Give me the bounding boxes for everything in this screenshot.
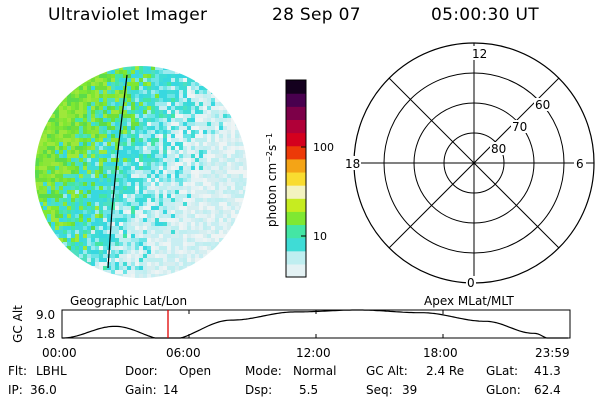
- colorbar-segment: [286, 250, 306, 265]
- timeline-label: 12:00: [296, 346, 331, 360]
- polar-label-18: 18: [345, 157, 360, 171]
- colorbar-tick-label-10: 10: [313, 230, 327, 243]
- polar-label-18-bg: [343, 156, 361, 170]
- polar-label-12: 12: [472, 47, 487, 61]
- right-coordinate-label: Apex MLat/MLT: [424, 294, 514, 308]
- info-gc-alt: GC Alt: 2.4 Re: [366, 364, 465, 378]
- info-glat: GLat: 41.3: [486, 364, 561, 378]
- polar-label-60: 60: [535, 98, 550, 112]
- colorbar-segment: [286, 145, 306, 160]
- polar-label-0: 0: [467, 276, 475, 290]
- colorbar-segment: [286, 80, 306, 94]
- timeline-labels: 00:00 06:00 12:00 18:00 23:59: [42, 346, 570, 360]
- info-door: Door: Open: [125, 364, 212, 378]
- colorbar-segment: [286, 224, 306, 239]
- info-dsp: Dsp: 5.5: [245, 383, 319, 397]
- colorbar-segment: [286, 132, 306, 147]
- colorbar-unit-label: photon cm−2s−1: [265, 133, 279, 227]
- uv-image-disk: [35, 66, 247, 278]
- info-filter: Flt: LBHL: [8, 364, 67, 378]
- plot-date: 28 Sep 07: [272, 5, 361, 25]
- polar-label-80-bg: [490, 142, 510, 155]
- color-scale-bar: [286, 80, 306, 278]
- colorbar-segment: [286, 185, 306, 199]
- polar-label-12-bg: [470, 46, 486, 60]
- polar-label-80: 80: [491, 142, 506, 156]
- altitude-timeline-frame: [61, 309, 571, 339]
- day-night-terminator-line: [107, 74, 128, 269]
- plot-time: 05:00:30 UT: [431, 5, 539, 25]
- color-scale-frame: [285, 79, 307, 278]
- instrument-title: Ultraviolet Imager: [48, 5, 208, 25]
- timeline-label: 18:00: [423, 346, 458, 360]
- info-glon: GLon: 62.4: [486, 383, 561, 397]
- colorbar-tick-label-100: 100: [313, 141, 334, 154]
- colorbar-segment: [286, 119, 306, 134]
- info-gain: Gain: 14: [125, 383, 179, 397]
- info-mode: Mode: Normal: [245, 364, 337, 378]
- info-seq: Seq: 39: [366, 383, 418, 397]
- polar-label-0-bg: [466, 276, 476, 289]
- polar-label-60-bg: [534, 98, 554, 111]
- altitude-axis-label: GC Alt: [11, 305, 25, 343]
- colorbar-segment: [286, 263, 306, 278]
- polar-label-70: 70: [512, 120, 527, 134]
- polar-label-70-bg: [511, 120, 531, 133]
- colorbar-segment: [286, 171, 306, 186]
- info-ip: IP: 36.0: [8, 383, 57, 397]
- polar-diagonal-2: [388, 77, 560, 249]
- timeline-label: 00:00: [42, 346, 77, 360]
- altitude-tick-high: 9.0: [36, 308, 55, 322]
- colorbar-segment: [286, 158, 306, 173]
- polar-label-6: 6: [576, 157, 584, 171]
- timeline-label: 23:59: [535, 346, 570, 360]
- polar-label-6-bg: [574, 156, 586, 170]
- altitude-tick-low: 1.8: [36, 327, 55, 341]
- timeline-label: 06:00: [166, 346, 201, 360]
- left-coordinate-label: Geographic Lat/Lon: [70, 294, 187, 308]
- timeline-ticks: [61, 310, 571, 338]
- altitude-curve: [62, 309, 568, 339]
- colorbar-segment: [286, 198, 306, 212]
- colorbar-segment: [286, 211, 306, 226]
- polar-grid: 12 0 18 6 60 70 80: [343, 42, 595, 290]
- colorbar-segment: [286, 93, 306, 107]
- colorbar-segment: [286, 237, 306, 252]
- colorbar-segment: [286, 106, 306, 120]
